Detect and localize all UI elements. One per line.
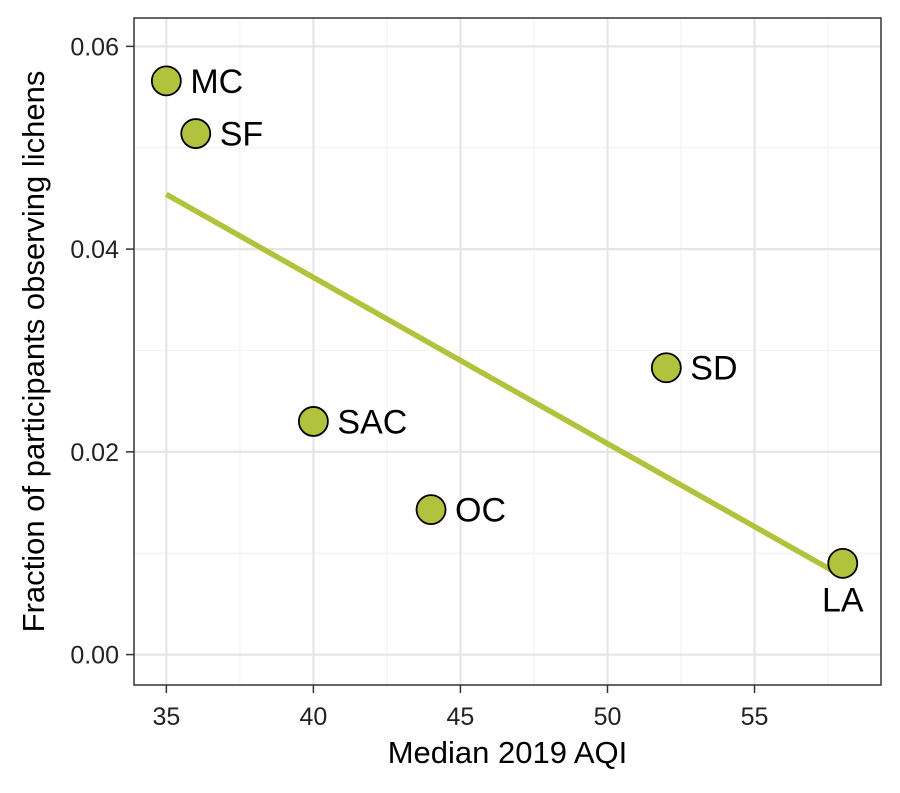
x-tick-label: 40 (299, 703, 327, 731)
y-tick-label: 0.02 (70, 439, 119, 467)
minor-grid (134, 18, 881, 685)
x-axis-title: Median 2019 AQI (388, 735, 628, 770)
data-point-sd (650, 352, 682, 384)
major-grid (134, 18, 881, 685)
y-tick-label: 0.00 (70, 642, 119, 670)
point-labels-layer: MC SF SD SAC OC LA (190, 63, 864, 620)
point-label-mc: MC (190, 63, 243, 101)
y-axis: 0.00 0.02 0.04 0.06 (70, 33, 134, 670)
point-label-sf: SF (220, 116, 263, 154)
point-label-sac: SAC (337, 403, 407, 441)
x-tick-label: 35 (152, 703, 180, 731)
trend-layer (164, 191, 836, 574)
y-axis-title: Fraction of participants observing liche… (16, 71, 51, 633)
point-label-sd: SD (690, 350, 737, 388)
x-tick-label: 55 (741, 703, 769, 731)
point-label-la: LA (822, 581, 864, 619)
x-axis: 35 40 45 50 55 (152, 685, 768, 731)
y-tick-label: 0.04 (70, 236, 119, 264)
data-point-sac (297, 406, 329, 437)
data-point-la (827, 547, 859, 579)
x-tick-label: 50 (594, 703, 622, 731)
trend-line (164, 191, 836, 574)
y-tick-label: 0.06 (70, 33, 119, 61)
panel-border (133, 17, 882, 686)
data-point-mc (150, 65, 182, 97)
points-layer (150, 65, 859, 579)
point-label-oc: OC (455, 492, 506, 530)
data-point-sf (180, 118, 212, 149)
x-tick-label: 45 (447, 703, 475, 731)
data-point-oc (415, 494, 447, 526)
